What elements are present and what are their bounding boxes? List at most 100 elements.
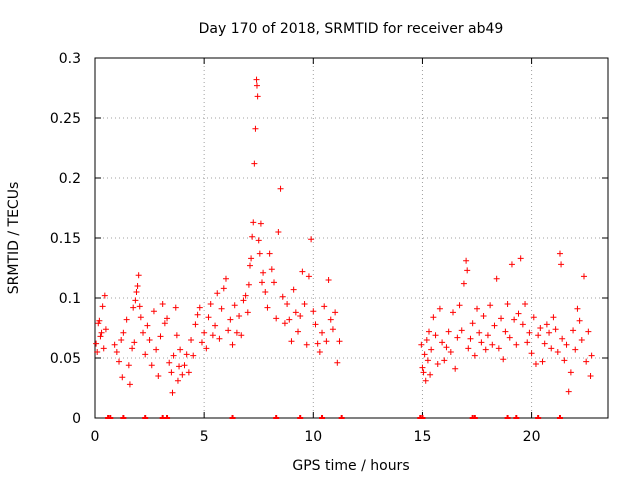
data-point <box>238 332 245 339</box>
data-point <box>471 352 478 359</box>
data-point <box>526 329 533 336</box>
data-point <box>248 255 255 262</box>
grid-lines <box>95 58 608 418</box>
data-point <box>150 308 157 315</box>
x-axis-label: GPS time / hours <box>292 458 409 474</box>
data-point <box>327 316 334 323</box>
data-point <box>144 322 151 329</box>
data-point <box>502 328 509 335</box>
data-point <box>329 326 336 333</box>
data-point <box>480 313 487 319</box>
data-point <box>418 341 425 348</box>
data-point <box>118 337 125 343</box>
data-point <box>558 261 565 268</box>
data-point <box>123 316 130 323</box>
data-point <box>484 332 491 339</box>
data-point <box>517 255 524 262</box>
data-point <box>419 364 426 371</box>
data-point <box>126 381 133 388</box>
data-point <box>258 279 265 286</box>
data-point <box>458 327 465 334</box>
zero-marker <box>273 415 280 419</box>
data-point <box>255 237 262 244</box>
zero-marker <box>164 415 171 419</box>
data-point <box>236 313 243 319</box>
data-point <box>133 289 140 295</box>
data-point <box>515 310 522 317</box>
data-point <box>159 301 166 307</box>
data-point <box>125 362 132 369</box>
data-point <box>169 389 176 396</box>
data-point <box>508 261 515 268</box>
x-tick-labels: 0 5 10 15 20 <box>91 429 541 445</box>
data-point <box>423 337 430 343</box>
data-point <box>430 314 437 321</box>
data-point <box>93 340 100 347</box>
data-point <box>140 329 147 336</box>
data-point <box>530 314 537 321</box>
data-point <box>229 341 236 348</box>
data-point <box>157 333 164 340</box>
zero-marker <box>120 415 127 419</box>
data-point <box>452 365 459 372</box>
data-point <box>572 346 579 353</box>
data-point <box>506 334 513 341</box>
data-point <box>207 301 214 307</box>
y-tick-label: 0.25 <box>50 111 81 127</box>
data-point <box>179 371 186 378</box>
data-point <box>242 292 249 299</box>
data-point <box>174 377 181 384</box>
data-point <box>254 93 261 100</box>
zero-marker <box>319 415 326 419</box>
data-point <box>464 267 471 274</box>
data-point <box>565 388 572 395</box>
data-point <box>245 281 252 288</box>
data-point <box>135 272 142 279</box>
data-point <box>168 369 175 376</box>
data-point <box>469 320 476 327</box>
data-point <box>203 345 210 352</box>
data-point <box>303 341 310 348</box>
zero-marker <box>338 415 345 419</box>
data-point <box>576 317 583 324</box>
data-point <box>198 339 205 346</box>
data-point <box>244 309 251 316</box>
data-point <box>146 337 153 343</box>
data-point <box>170 352 177 359</box>
data-point <box>240 297 247 304</box>
data-point <box>422 377 429 384</box>
data-point <box>100 345 107 352</box>
y-tick-label: 0.1 <box>59 291 81 307</box>
data-point <box>297 313 304 319</box>
zero-marker <box>419 415 426 419</box>
data-point <box>173 332 180 339</box>
data-point <box>434 361 441 367</box>
data-point <box>290 286 297 293</box>
y-tick-labels: 0 0.05 0.1 0.15 0.2 0.25 0.3 <box>50 51 81 427</box>
zero-marker <box>504 415 511 419</box>
data-point <box>257 220 264 227</box>
data-point <box>120 329 127 336</box>
data-point <box>580 273 587 280</box>
data-point <box>450 309 457 316</box>
data-point <box>116 358 123 365</box>
data-point <box>201 329 208 336</box>
data-point <box>443 344 450 351</box>
data-point <box>493 275 500 282</box>
data-point <box>498 315 505 322</box>
data-point <box>101 292 108 299</box>
data-point <box>314 340 321 347</box>
data-point <box>233 329 240 336</box>
y-axis-label: SRMTID / TECUs <box>6 182 22 295</box>
data-point <box>134 283 141 289</box>
data-point <box>445 328 452 335</box>
data-point <box>136 303 143 310</box>
data-point <box>166 359 173 366</box>
data-point <box>209 332 216 339</box>
data-point <box>428 346 435 353</box>
data-point <box>543 321 550 328</box>
data-point <box>225 327 232 334</box>
data-point <box>299 268 306 275</box>
data-point <box>495 345 502 352</box>
data-point <box>478 339 485 346</box>
